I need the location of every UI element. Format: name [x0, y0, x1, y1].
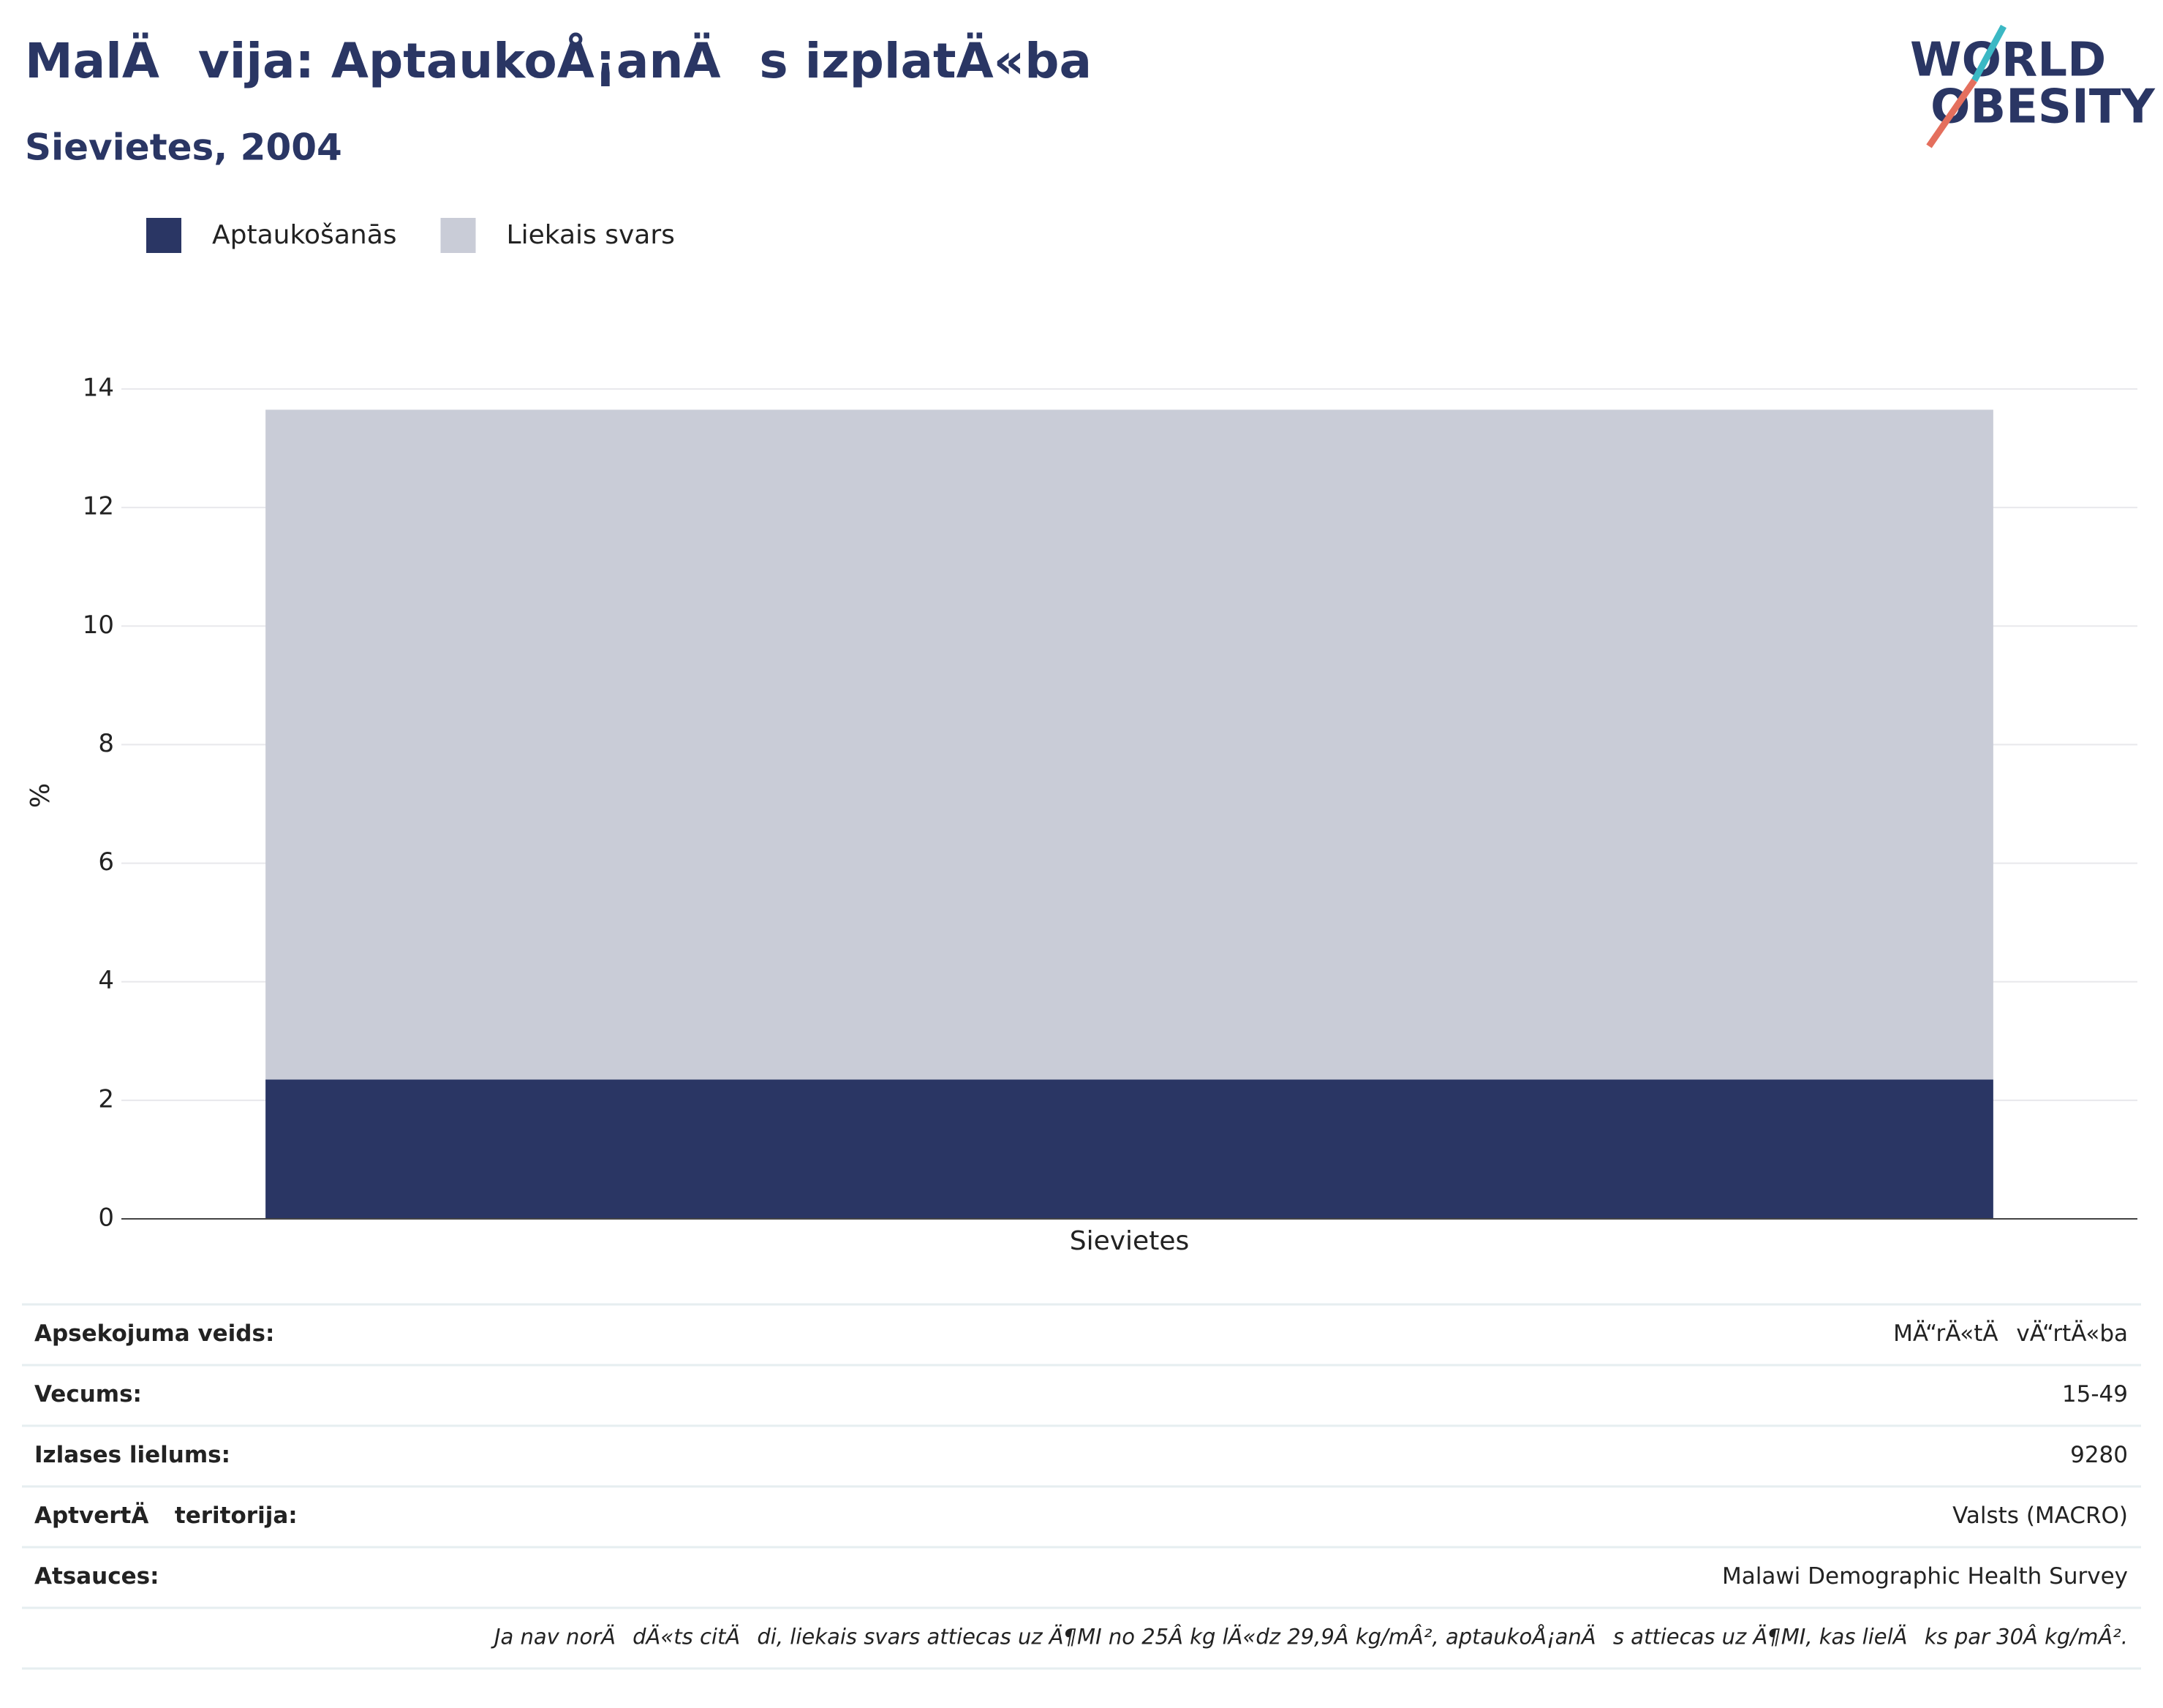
logo-text: OBESITY	[1930, 80, 2155, 135]
chart-subtitle: Sievietes, 2004	[25, 126, 342, 169]
y-tick-label: 6	[98, 847, 114, 877]
table-value: 9280	[2070, 1442, 2128, 1468]
bar-segment	[265, 1079, 1993, 1219]
y-tick-label: 0	[98, 1203, 114, 1233]
chart-title: MalÄvija: AptaukoÅ¡anÄs izplatÄ«ba	[25, 32, 1092, 89]
y-tick-label: 8	[98, 729, 114, 758]
y-tick-label: 2	[98, 1084, 114, 1114]
logo: WORLD OBESITY	[1910, 24, 2155, 148]
y-tick-label: 14	[83, 374, 114, 403]
logo-slash	[1971, 24, 2007, 83]
bar-segment	[265, 409, 1993, 1080]
table-key: AptvertÄ teritorija:	[34, 1503, 298, 1529]
table-key: Vecums:	[34, 1381, 142, 1407]
table-key: Atsauces:	[34, 1563, 159, 1590]
legend-label: Aptaukošanās	[212, 220, 397, 250]
y-tick-label: 10	[83, 611, 114, 640]
y-tick-label: 12	[83, 492, 114, 521]
table-value: Valsts (MACRO)	[1952, 1503, 2128, 1529]
y-tick-label: 4	[98, 966, 114, 995]
logo-text: WORLD	[1910, 34, 2106, 88]
table-key: Izlases lielums:	[34, 1442, 230, 1468]
legend-swatch	[146, 218, 181, 253]
legend-swatch	[440, 218, 476, 253]
x-tick-label: Sievietes	[1070, 1226, 1189, 1256]
table-key: Apsekojuma veids:	[34, 1320, 274, 1347]
logo-slash	[1926, 78, 1977, 148]
table-value: MÄ“rÄ«tÄvÄ“rtÄ«ba	[1893, 1320, 2128, 1347]
table-value: 15-49	[2062, 1381, 2128, 1407]
legend-label: Liekais svars	[507, 220, 675, 250]
y-axis-label: %	[26, 783, 56, 808]
table-value: Malawi Demographic Health Survey	[1722, 1563, 2128, 1590]
table-note: Ja nav norÄdÄ«ts citÄdi, liekais svars…	[491, 1625, 2128, 1650]
